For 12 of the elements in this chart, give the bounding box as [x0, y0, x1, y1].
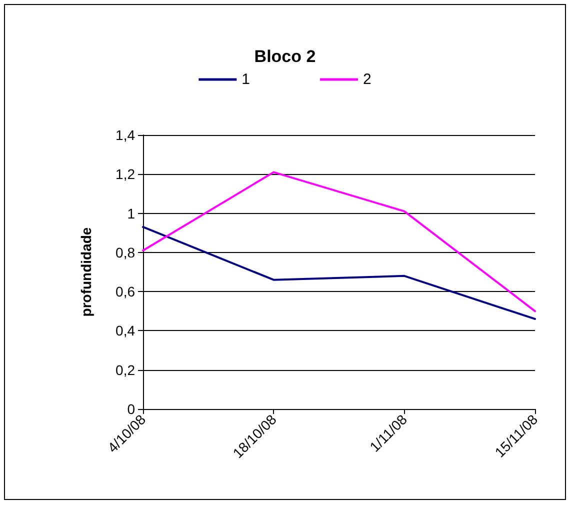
- y-tick-label: 1: [127, 205, 136, 222]
- y-axis-title: profundidade: [78, 227, 94, 317]
- y-tick-label: 0,2: [116, 362, 136, 378]
- y-tick-label: 0: [127, 401, 136, 417]
- y-tick-label: 1,2: [116, 166, 136, 182]
- legend-label: 1: [242, 71, 250, 88]
- y-tick-label: 0,8: [116, 244, 136, 260]
- y-tick-label: 0,6: [116, 284, 136, 300]
- y-tick-label: 1,4: [116, 127, 136, 143]
- legend-label: 2: [363, 71, 372, 88]
- chart-title: Bloco 2: [254, 47, 316, 66]
- y-tick-label: 0,4: [116, 322, 136, 339]
